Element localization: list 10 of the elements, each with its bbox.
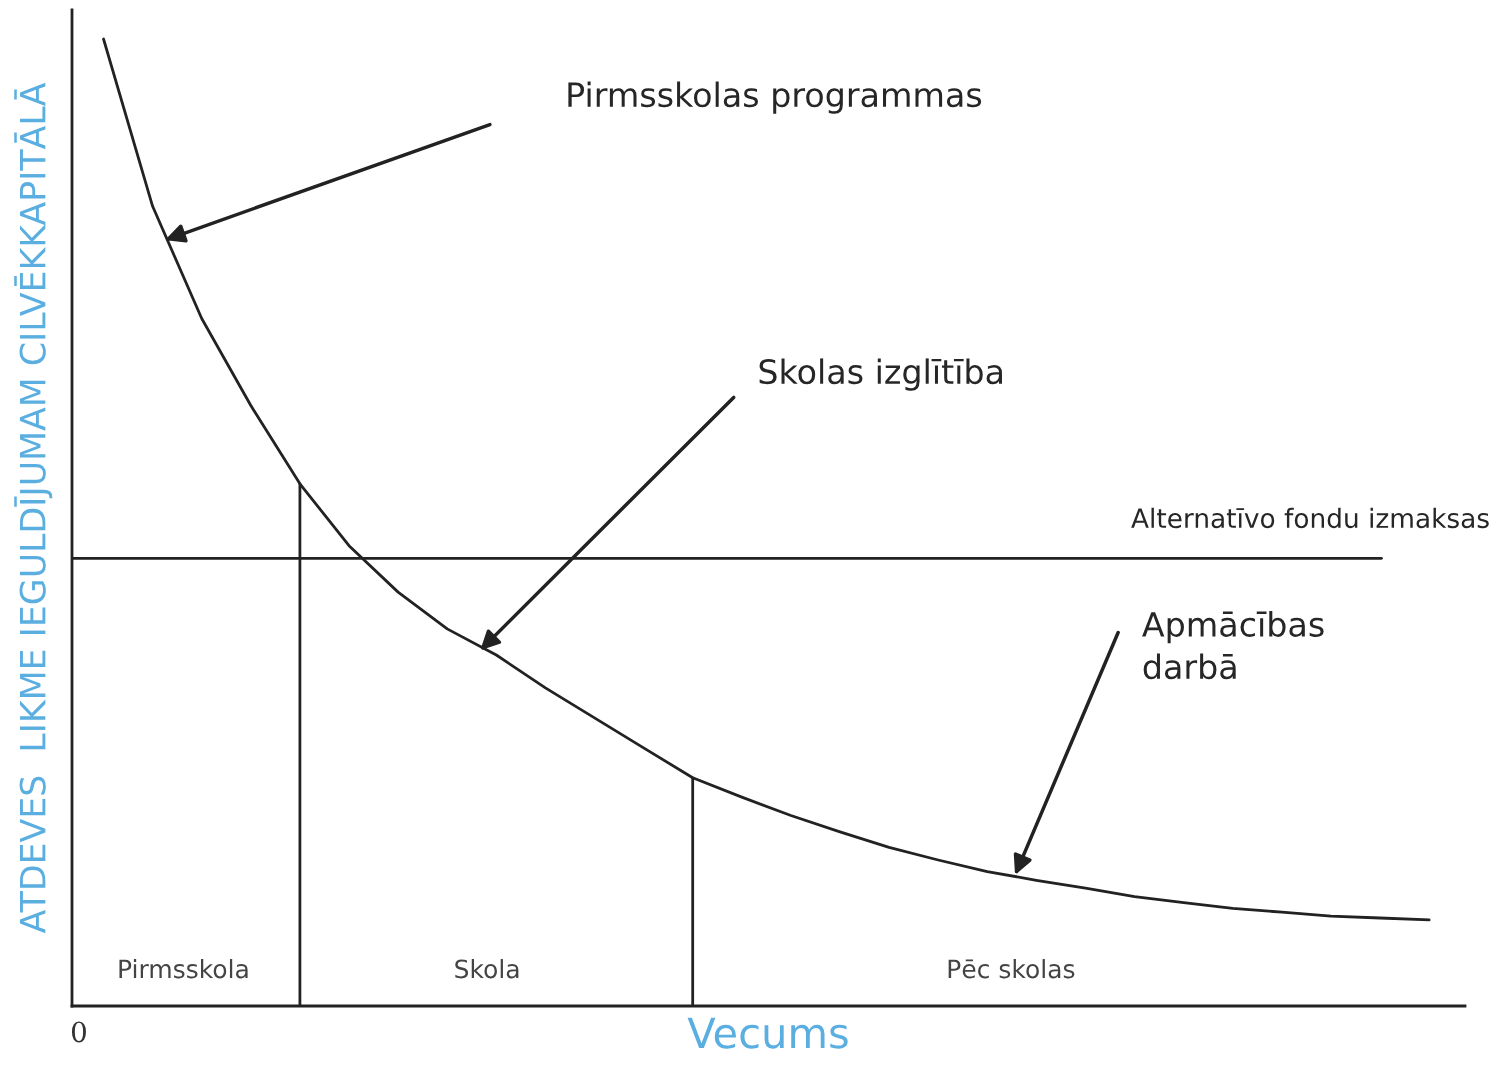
- y-axis-title: ATDEVES LIKME IEGULDĪJUMAM CILVĒKKAPITĀLĀ: [14, 82, 53, 934]
- annotation: Skola: [455, 959, 519, 979]
- annotation: Apmācības darbā: [1142, 611, 1324, 680]
- annotation: Pēc skolas: [948, 959, 1075, 979]
- ref-line-label: Alternatīvo fondu izmaksas: [1131, 507, 1489, 529]
- annotation: Pirmsskolas programmas: [568, 81, 982, 114]
- annotation: Pirmsskola: [119, 959, 248, 979]
- x-axis-title: Vecums: [687, 1017, 848, 1049]
- annotation: Skolas izglītība: [759, 358, 1002, 391]
- text: 0: [71, 1021, 86, 1043]
